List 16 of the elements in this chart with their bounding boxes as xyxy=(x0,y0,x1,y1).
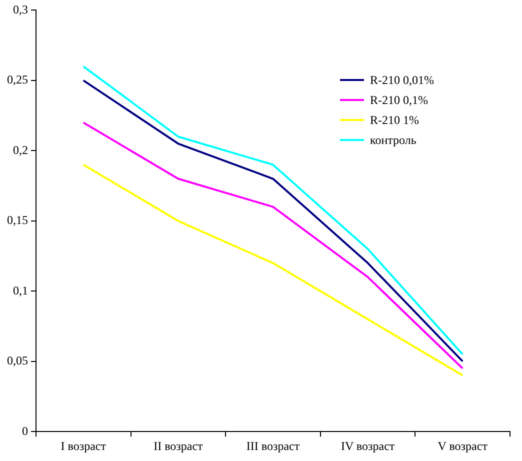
y-tick-label: 0,2 xyxy=(13,142,28,157)
y-tick-label: 0,05 xyxy=(7,354,28,368)
x-tick-label: V возраст xyxy=(438,438,488,453)
x-tick-label: III возраст xyxy=(246,438,300,453)
y-tick-label: 0,25 xyxy=(7,72,28,87)
x-tick-label: I возраст xyxy=(60,438,107,453)
legend-label: контроль xyxy=(370,132,416,148)
legend-label: R-210 0,1% xyxy=(370,92,428,108)
x-tick-label: II возраст xyxy=(154,438,204,453)
y-tick-label: 0,1 xyxy=(13,283,28,298)
y-tick-label: 0,15 xyxy=(7,213,28,228)
y-tick-label: 0,3 xyxy=(13,2,28,16)
legend-label: R-210 0,01% xyxy=(370,72,434,88)
x-tick-label: IV возраст xyxy=(340,438,396,453)
legend-label: R-210 1% xyxy=(370,112,419,128)
y-tick-label: 0 xyxy=(22,424,28,438)
